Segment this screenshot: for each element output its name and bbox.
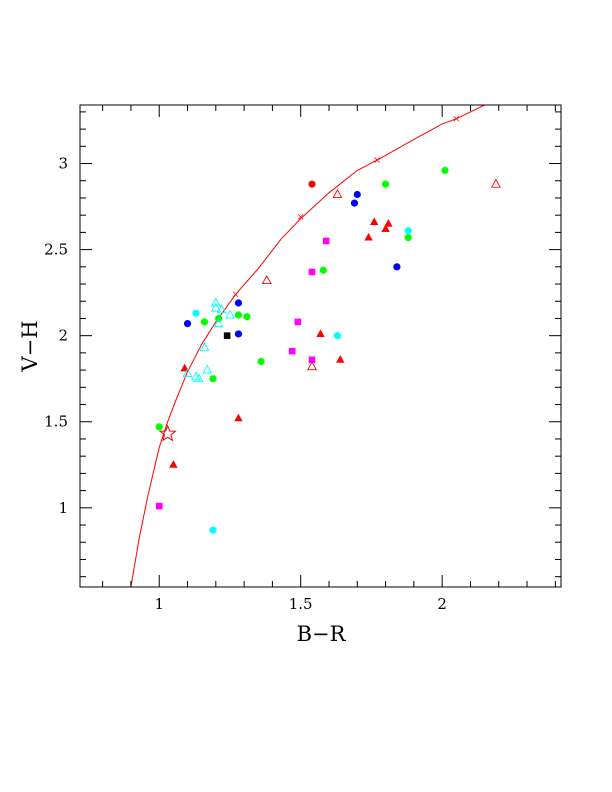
data-point-open-triangle [224, 309, 235, 319]
data-point-circle [234, 311, 243, 319]
star-marker [158, 424, 177, 442]
model-curve [130, 105, 485, 587]
data-points-layer [155, 166, 501, 534]
y-axis-title: V−H [18, 320, 42, 372]
y-tick-label: 2 [58, 327, 68, 345]
axes-layer: 1 1.5 2 1 1.5 2 2.5 3 [44, 104, 562, 613]
curve-cross-marker [374, 157, 380, 163]
data-point-circle [200, 318, 209, 326]
data-point-triangle [336, 355, 345, 363]
y-tick-label: 3 [58, 155, 68, 173]
data-point-circle [155, 423, 163, 431]
y-tick-label: 1.5 [44, 413, 68, 431]
curve-cross-marker [232, 291, 239, 298]
data-point-square [223, 332, 231, 339]
data-point-circle [353, 190, 361, 199]
data-point-square [322, 237, 330, 245]
data-point-triangle [180, 363, 189, 372]
data-point-open-triangle [202, 364, 213, 374]
data-point-triangle [364, 232, 373, 241]
data-point-open-triangle [261, 275, 272, 285]
data-point-circle [350, 199, 359, 207]
data-point-triangle [169, 460, 178, 468]
data-point-circle [257, 357, 265, 366]
data-point-open-triangle [210, 302, 221, 312]
data-point-triangle [234, 413, 243, 422]
data-point-square [155, 502, 163, 510]
data-point-circle [209, 375, 217, 383]
data-point-circle [393, 263, 401, 271]
x-axis-title: B−R [297, 622, 347, 646]
curve-cross-marker [453, 115, 460, 122]
data-point-circle [209, 526, 217, 534]
data-point-open-triangle [307, 361, 317, 371]
data-point-square [308, 356, 316, 364]
data-point-open-triangle [199, 342, 210, 352]
data-point-circle [192, 309, 200, 317]
curve-cross-marker [297, 214, 304, 220]
data-point-square [288, 347, 296, 355]
y-tick-label: 2.5 [44, 241, 68, 259]
x-tick-label: 1.5 [289, 595, 313, 613]
data-point-open-triangle [182, 368, 193, 377]
plot-frame [79, 104, 562, 588]
data-point-circle [319, 266, 327, 274]
data-point-circle [441, 166, 449, 175]
data-point-circle [308, 180, 316, 188]
data-point-triangle [384, 219, 393, 227]
data-point-circle [234, 330, 243, 338]
data-point-square [294, 318, 302, 326]
data-point-circle [333, 332, 342, 340]
data-point-circle [234, 299, 243, 307]
data-point-circle [381, 180, 390, 188]
data-point-circle [183, 320, 192, 328]
data-point-triangle [370, 217, 379, 226]
data-point-open-triangle [210, 297, 221, 307]
data-point-circle [243, 313, 251, 321]
data-point-square [308, 268, 316, 276]
data-point-open-triangle [193, 373, 204, 383]
x-tick-label: 1 [154, 595, 164, 613]
y-tick-label: 1 [58, 499, 68, 517]
model-curve-layer [130, 105, 485, 587]
data-point-circle [404, 227, 412, 235]
data-point-triangle [316, 329, 325, 337]
data-point-triangle [381, 224, 390, 232]
data-point-open-triangle [490, 178, 501, 188]
data-point-open-triangle [216, 304, 227, 314]
data-point-open-triangle [213, 318, 224, 328]
x-tick-label: 2 [437, 595, 447, 613]
data-point-open-triangle [332, 188, 343, 198]
data-point-circle [404, 233, 412, 242]
